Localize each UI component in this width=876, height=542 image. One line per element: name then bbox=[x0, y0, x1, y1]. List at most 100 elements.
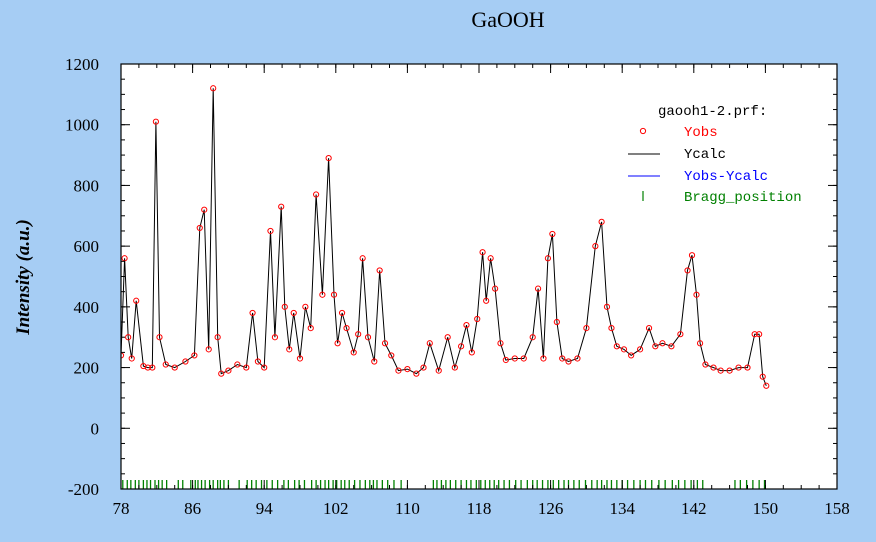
yobs-point bbox=[483, 297, 490, 304]
yobs-point bbox=[756, 331, 763, 338]
yobs-point bbox=[598, 218, 605, 225]
yobs-point bbox=[171, 364, 178, 371]
yobs-point bbox=[696, 340, 704, 347]
yobs-point bbox=[254, 358, 262, 365]
yobs-point bbox=[133, 297, 140, 304]
yobs-point bbox=[668, 343, 675, 350]
x-tick-label: 118 bbox=[467, 499, 492, 518]
yobs-point bbox=[162, 361, 169, 368]
legend: gaooh1-2.prf: Yobs Ycalc Yobs-Ycalc Brag… bbox=[628, 104, 802, 206]
yobs-point bbox=[196, 224, 203, 232]
yobs-point bbox=[717, 367, 724, 374]
yobs-point bbox=[744, 364, 751, 371]
yobs-point bbox=[214, 334, 221, 341]
yobs-point bbox=[156, 334, 163, 341]
y-tick-label: 800 bbox=[74, 176, 100, 195]
yobs-point bbox=[249, 309, 256, 317]
yobs-point bbox=[479, 249, 486, 256]
yobs-point bbox=[559, 355, 566, 362]
bragg-series bbox=[122, 480, 766, 489]
yobs-point bbox=[763, 382, 770, 389]
legend-yobs-label: Yobs bbox=[684, 125, 718, 141]
yobs-point bbox=[381, 340, 389, 347]
yobs-point bbox=[388, 352, 395, 359]
yobs-point bbox=[458, 343, 465, 350]
yobs-point bbox=[451, 364, 458, 371]
yobs-point bbox=[395, 367, 402, 374]
yobs-point bbox=[426, 340, 433, 347]
ycalc-series bbox=[121, 88, 767, 386]
yobs-point bbox=[281, 303, 288, 310]
yobs-point bbox=[413, 370, 420, 377]
yobs-point bbox=[751, 331, 758, 338]
y-axis-label: Intensity (a.u.) bbox=[13, 219, 34, 336]
yobs-point bbox=[710, 364, 717, 371]
yobs-point bbox=[637, 346, 644, 353]
plot-area bbox=[121, 64, 837, 489]
chart-title: GaOOH bbox=[471, 7, 544, 32]
axes: 78 86 94 102 110 118 126 134 142 150 158 -200 0 200 40… bbox=[65, 55, 850, 518]
y-tick-label: -200 bbox=[68, 480, 99, 499]
yobs-point bbox=[693, 291, 700, 298]
x-tick-label: 158 bbox=[824, 499, 850, 518]
yobs-point bbox=[592, 243, 599, 250]
yobs-point bbox=[492, 285, 499, 292]
yobs-point bbox=[759, 373, 766, 380]
yobs-point bbox=[613, 343, 620, 350]
yobs-point bbox=[565, 358, 572, 365]
yobs-point bbox=[296, 355, 304, 362]
yobs-point bbox=[735, 364, 742, 371]
yobs-point bbox=[243, 364, 250, 371]
x-tick-label: 110 bbox=[395, 499, 420, 518]
yobs-point bbox=[325, 155, 332, 162]
yobs-point bbox=[468, 349, 475, 356]
yobs-series bbox=[121, 85, 770, 389]
yobs-point bbox=[359, 255, 366, 262]
yobs-point bbox=[201, 206, 208, 213]
yobs-point bbox=[225, 367, 232, 374]
yobs-point bbox=[652, 343, 659, 350]
yobs-point bbox=[371, 358, 378, 365]
yobs-point bbox=[149, 364, 156, 371]
yobs-point bbox=[128, 355, 135, 362]
yobs-point bbox=[355, 331, 362, 338]
yobs-point bbox=[463, 321, 470, 329]
yobs-point bbox=[404, 365, 411, 373]
yobs-point bbox=[645, 325, 653, 332]
y-tick-label: 0 bbox=[91, 419, 100, 438]
yobs-point bbox=[286, 346, 293, 353]
x-tick-label: 102 bbox=[323, 499, 349, 518]
yobs-point bbox=[688, 252, 696, 259]
legend-diff-label: Yobs-Ycalc bbox=[684, 169, 768, 185]
legend-bragg-label: Bragg_position bbox=[684, 190, 802, 206]
y-tick-label: 200 bbox=[74, 359, 100, 378]
yobs-point bbox=[234, 361, 241, 368]
y-tick-label: 1200 bbox=[65, 55, 99, 74]
yobs-point bbox=[182, 358, 189, 365]
x-tick-label: 134 bbox=[609, 499, 635, 518]
yobs-point bbox=[420, 364, 427, 371]
yobs-point bbox=[364, 334, 372, 341]
yobs-point bbox=[520, 355, 527, 362]
yobs-point bbox=[553, 318, 560, 326]
y-tick-label: 600 bbox=[74, 237, 100, 256]
yobs-point bbox=[540, 355, 547, 362]
yobs-point bbox=[210, 85, 217, 92]
yobs-point bbox=[529, 334, 536, 341]
yobs-point bbox=[534, 285, 542, 292]
yobs-point bbox=[152, 118, 160, 125]
yobs-point bbox=[628, 352, 635, 359]
yobs-point bbox=[313, 191, 320, 198]
yobs-point bbox=[487, 255, 494, 262]
yobs-point bbox=[191, 352, 198, 359]
x-tick-label: 78 bbox=[113, 499, 130, 518]
yobs-point bbox=[702, 361, 709, 368]
x-tick-label: 86 bbox=[184, 499, 201, 518]
legend-title: gaooh1-2.prf: bbox=[658, 104, 767, 120]
yobs-point bbox=[307, 325, 314, 332]
x-tick-label: 142 bbox=[681, 499, 707, 518]
yobs-point bbox=[608, 325, 615, 332]
yobs-point bbox=[261, 364, 268, 371]
yobs-point bbox=[583, 325, 590, 332]
yobs-point bbox=[302, 303, 309, 310]
